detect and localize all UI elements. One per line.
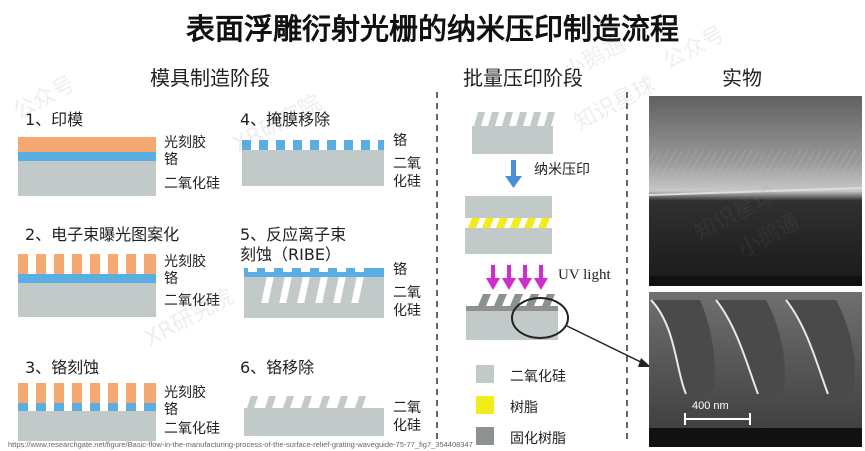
step-1-silica-label: 二氧化硅 bbox=[164, 176, 220, 192]
uv-arrows bbox=[486, 265, 548, 290]
step-5-label: 5、反应离子束 bbox=[240, 225, 347, 244]
step-2-diagram bbox=[18, 254, 156, 317]
step-1-diagram bbox=[18, 137, 156, 196]
legend-resin-swatch bbox=[476, 396, 494, 414]
step-3-label: 3、铬刻蚀 bbox=[25, 358, 100, 377]
step-3-photoresist-label: 光刻胶 bbox=[164, 385, 206, 401]
step-5-silica-label-1: 二氧 bbox=[393, 285, 421, 301]
step-2-chromium-label: 铬 bbox=[164, 271, 178, 287]
step-5-label-line2: 刻蚀（RIBE） bbox=[240, 245, 341, 264]
step-4-silica-label-1: 二氧 bbox=[393, 156, 421, 172]
step-2-label: 2、电子束曝光图案化 bbox=[25, 225, 180, 244]
legend-cured-swatch bbox=[476, 427, 494, 445]
step-5-silica-label-2: 化硅 bbox=[393, 303, 421, 319]
step-5-chromium-label: 铬 bbox=[393, 262, 407, 278]
step-6-silica-label-2: 化硅 bbox=[393, 418, 421, 434]
step-5-diagram bbox=[244, 268, 384, 318]
step-2-photoresist-label: 光刻胶 bbox=[164, 254, 206, 270]
legend-silica-label: 二氧化硅 bbox=[510, 369, 566, 385]
legend-cured-label: 固化树脂 bbox=[510, 431, 566, 447]
step-6-silica-label-1: 二氧 bbox=[393, 400, 421, 416]
zoom-pointer-line bbox=[566, 325, 652, 368]
uv-light-label: UV light bbox=[558, 267, 611, 283]
sem-scale-label: 400 nm bbox=[692, 400, 729, 412]
section-mold-heading: 模具制造阶段 bbox=[150, 66, 270, 90]
step-4-diagram bbox=[242, 140, 384, 186]
step-3-chromium-label: 铬 bbox=[164, 402, 178, 418]
nanoimprint-arrow bbox=[505, 160, 522, 188]
step-2-silica-label: 二氧化硅 bbox=[164, 293, 220, 309]
step-4-label: 4、掩膜移除 bbox=[240, 110, 331, 129]
step-4-silica-label-2: 化硅 bbox=[393, 174, 421, 190]
step-1-chromium-label: 铬 bbox=[164, 152, 178, 168]
zoom-ellipse bbox=[511, 297, 569, 339]
sem-image-top bbox=[648, 96, 863, 286]
section-batch-heading: 批量压印阶段 bbox=[463, 66, 583, 90]
batch-mold bbox=[472, 112, 555, 154]
step-4-chromium-label: 铬 bbox=[393, 133, 407, 149]
batch-imprint bbox=[465, 196, 552, 254]
legend-resin-label: 树脂 bbox=[510, 400, 538, 416]
sem-image-bottom bbox=[649, 292, 862, 447]
step-1-photoresist-label: 光刻胶 bbox=[164, 135, 206, 151]
step-3-silica-label: 二氧化硅 bbox=[164, 421, 220, 437]
step-6-diagram bbox=[244, 396, 384, 436]
page-title: 表面浮雕衍射光栅的纳米压印制造流程 bbox=[185, 12, 679, 46]
nanoimprint-label: 纳米压印 bbox=[534, 162, 590, 178]
zoom-pointer-arrowhead bbox=[638, 358, 651, 367]
source-caption: https://www.researchgate.net/figure/Basi… bbox=[8, 440, 473, 449]
step-3-diagram bbox=[18, 383, 156, 441]
legend-silica-swatch bbox=[476, 365, 494, 383]
section-real-heading: 实物 bbox=[722, 66, 762, 90]
step-6-label: 6、铬移除 bbox=[240, 358, 315, 377]
step-1-label: 1、印模 bbox=[25, 110, 84, 129]
